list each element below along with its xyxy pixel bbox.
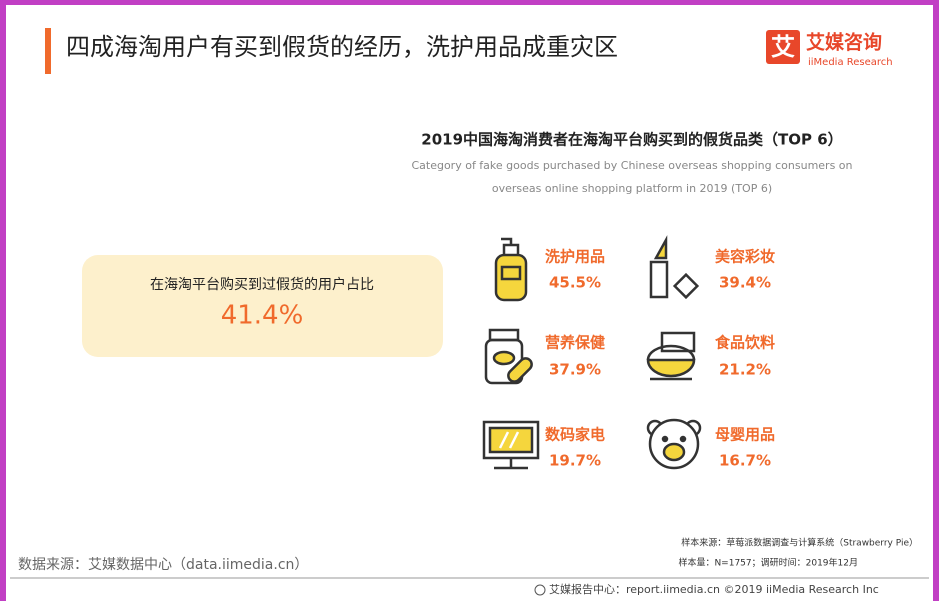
item-value: 19.7% (549, 452, 601, 470)
left-border (0, 0, 6, 601)
source: 数据来源：艾媒数据中心（data.iimedia.cn） (18, 557, 308, 573)
item-value: 21.2% (719, 361, 771, 379)
icon-bear (646, 418, 702, 470)
icon-lipstick (649, 235, 700, 300)
icon-food (646, 331, 696, 381)
sample-note: 样本量：N=1757；调研时间：2019年12月 (678, 557, 858, 569)
footer-icon (534, 584, 546, 596)
logo-english: iiMedia Research (808, 57, 893, 68)
right-border (933, 0, 939, 601)
item-label: 美容彩妆 (715, 248, 775, 266)
highlight-value: 41.4% (221, 301, 304, 331)
icon-bottle (494, 237, 528, 302)
logo-name: 艾媒咨询 (806, 31, 882, 54)
footer: 艾媒报告中心：report.iimedia.cn ©2019 iiMedia R… (549, 582, 879, 596)
icon-device (482, 420, 540, 470)
chart-subtitle: Category of fake goods purchased by Chin… (411, 159, 852, 172)
item-label: 数码家电 (545, 426, 605, 444)
highlight-box (82, 255, 443, 357)
highlight-label: 在海淘平台购买到过假货的用户占比 (150, 276, 374, 293)
page-title: 四成海淘用户有买到假货的经历，洗护用品成重灾区 (66, 33, 618, 61)
item-value: 39.4% (719, 274, 771, 292)
item-value: 16.7% (719, 452, 771, 470)
logo-box (766, 30, 800, 64)
title-bar (45, 28, 51, 74)
item-label: 食品饮料 (715, 334, 775, 352)
item-label: 洗护用品 (545, 248, 605, 266)
item-value: 37.9% (549, 361, 601, 379)
item-label: 营养保健 (545, 334, 605, 352)
item-value: 45.5% (549, 274, 601, 292)
top-border (0, 0, 939, 5)
chart-title: 2019中国海淘消费者在海淘平台购买到的假货品类（TOP 6） (421, 131, 842, 149)
item-label: 母婴用品 (715, 426, 775, 444)
chart-subtitle: overseas online shopping platform in 201… (492, 182, 772, 195)
sample-note: 样本来源：草莓派数据调查与计算系统（Strawberry Pie） (681, 537, 918, 549)
logo-mark: 艾 (771, 33, 795, 61)
icon-supplement (484, 328, 533, 385)
